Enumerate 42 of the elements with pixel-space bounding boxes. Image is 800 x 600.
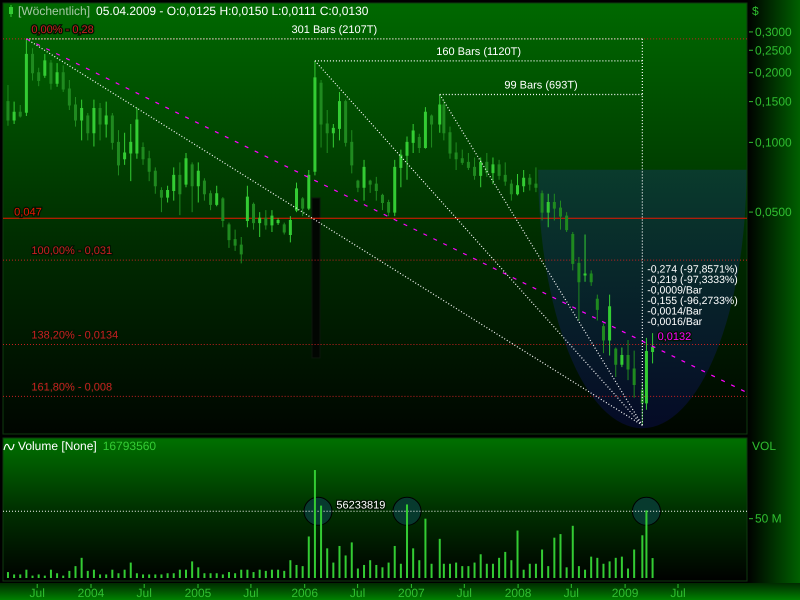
chart-subtitle: 05.04.2009 - O:0,0125 H:0,0150 L:0,0111 C:0,0130	[96, 4, 369, 18]
annotation: 0,0132	[658, 330, 692, 343]
y-tick-label: 0,3000	[755, 24, 792, 39]
x-tick-label: Jul	[30, 586, 45, 600]
y-tick-label: 0,1500	[755, 94, 792, 109]
chart-title: Volume [None]	[18, 439, 97, 453]
y-tick-label: 0,1000	[755, 135, 792, 150]
x-tick-label: 2009	[612, 586, 639, 600]
y-axis-title: VOL	[752, 439, 776, 453]
series-label: 160 Bars (1120T)	[436, 46, 522, 58]
x-tick-label: 2007	[398, 586, 426, 600]
x-tick-label: Jul	[350, 586, 366, 600]
annotation: -0,274 (-97,8571%)	[647, 263, 738, 276]
ref-line-label: 0,047	[14, 206, 42, 218]
x-tick-label: 2005	[184, 586, 212, 600]
annotation: 100,00% - 0,031	[31, 245, 112, 258]
annotation: -0,0009/Bar	[647, 284, 703, 296]
annotation: -0,219 (-97,3333%)	[647, 274, 738, 286]
y-tick-label: 0,2000	[755, 66, 792, 80]
annotation: 161,80% - 0,008	[31, 381, 112, 394]
x-tick-label: 2008	[504, 586, 532, 600]
annotation: 0,00% - 0,28	[31, 24, 94, 36]
annotation: 138,20% - 0,0134	[31, 329, 118, 342]
chart-title: [Wöchentlich]	[18, 4, 90, 18]
x-tick-label: 2006	[291, 586, 318, 600]
series-label: 99 Bars (693T)	[504, 80, 578, 92]
x-tick-label: Jul	[670, 586, 686, 600]
annotation: -0,0016/Bar	[647, 316, 703, 328]
annotation: -0,155 (-96,2733%)	[647, 294, 738, 307]
x-tick-label: Jul	[456, 586, 472, 600]
y-tick-label: 0,2500	[755, 43, 792, 58]
y-tick-label: 0,0500	[755, 205, 792, 220]
x-tick-label: Jul	[136, 586, 152, 600]
x-tick-label: Jul	[564, 586, 579, 600]
x-tick-label: 2004	[78, 586, 105, 600]
chart-subtitle: 16793560	[102, 439, 156, 453]
series-label: 301 Bars (2107T)	[292, 24, 378, 36]
x-tick-label: Jul	[243, 586, 259, 600]
annotation: -0,0014/Bar	[647, 305, 703, 318]
ref-line-label: 56233819	[336, 499, 386, 512]
y-tick-label: 50 M	[755, 512, 782, 526]
y-axis-title: $	[752, 4, 759, 18]
